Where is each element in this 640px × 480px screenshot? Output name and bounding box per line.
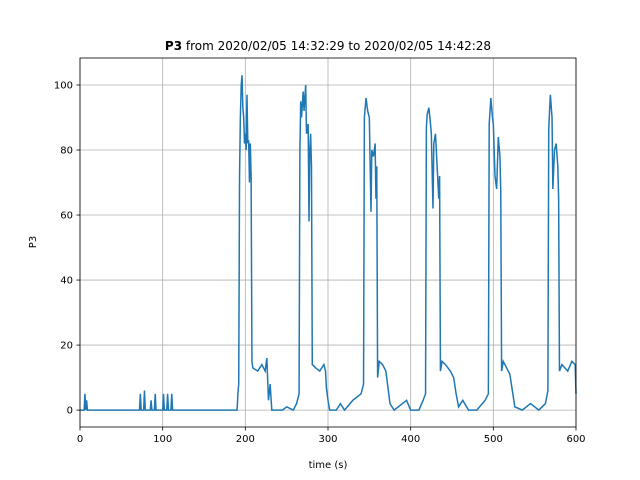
plot-frame xyxy=(79,57,577,428)
data-line xyxy=(80,75,577,412)
x-tick-label: 600 xyxy=(566,434,585,445)
y-tick-label: 40 xyxy=(60,276,73,287)
y-axis-label: P3 xyxy=(28,236,39,248)
y-tick-label: 60 xyxy=(60,211,73,222)
y-tick-label: 20 xyxy=(60,341,73,352)
x-tick-label: 0 xyxy=(77,434,83,445)
chart-title: P3 from 2020/02/05 14:32:29 to 2020/02/0… xyxy=(165,39,491,53)
title-bold: P3 xyxy=(165,39,182,53)
y-tick-label: 0 xyxy=(67,406,73,417)
y-tick-label: 100 xyxy=(54,80,73,91)
x-axis-label: time (s) xyxy=(309,460,348,471)
title-rest: from 2020/02/05 14:32:29 to 2020/02/05 1… xyxy=(186,39,491,53)
x-tick-label: 500 xyxy=(484,434,503,445)
x-tick-label: 200 xyxy=(236,434,255,445)
x-tick-label: 300 xyxy=(318,434,337,445)
x-tick-label: 100 xyxy=(153,434,172,445)
x-tick-label: 400 xyxy=(401,434,420,445)
y-tick-label: 80 xyxy=(60,146,73,157)
